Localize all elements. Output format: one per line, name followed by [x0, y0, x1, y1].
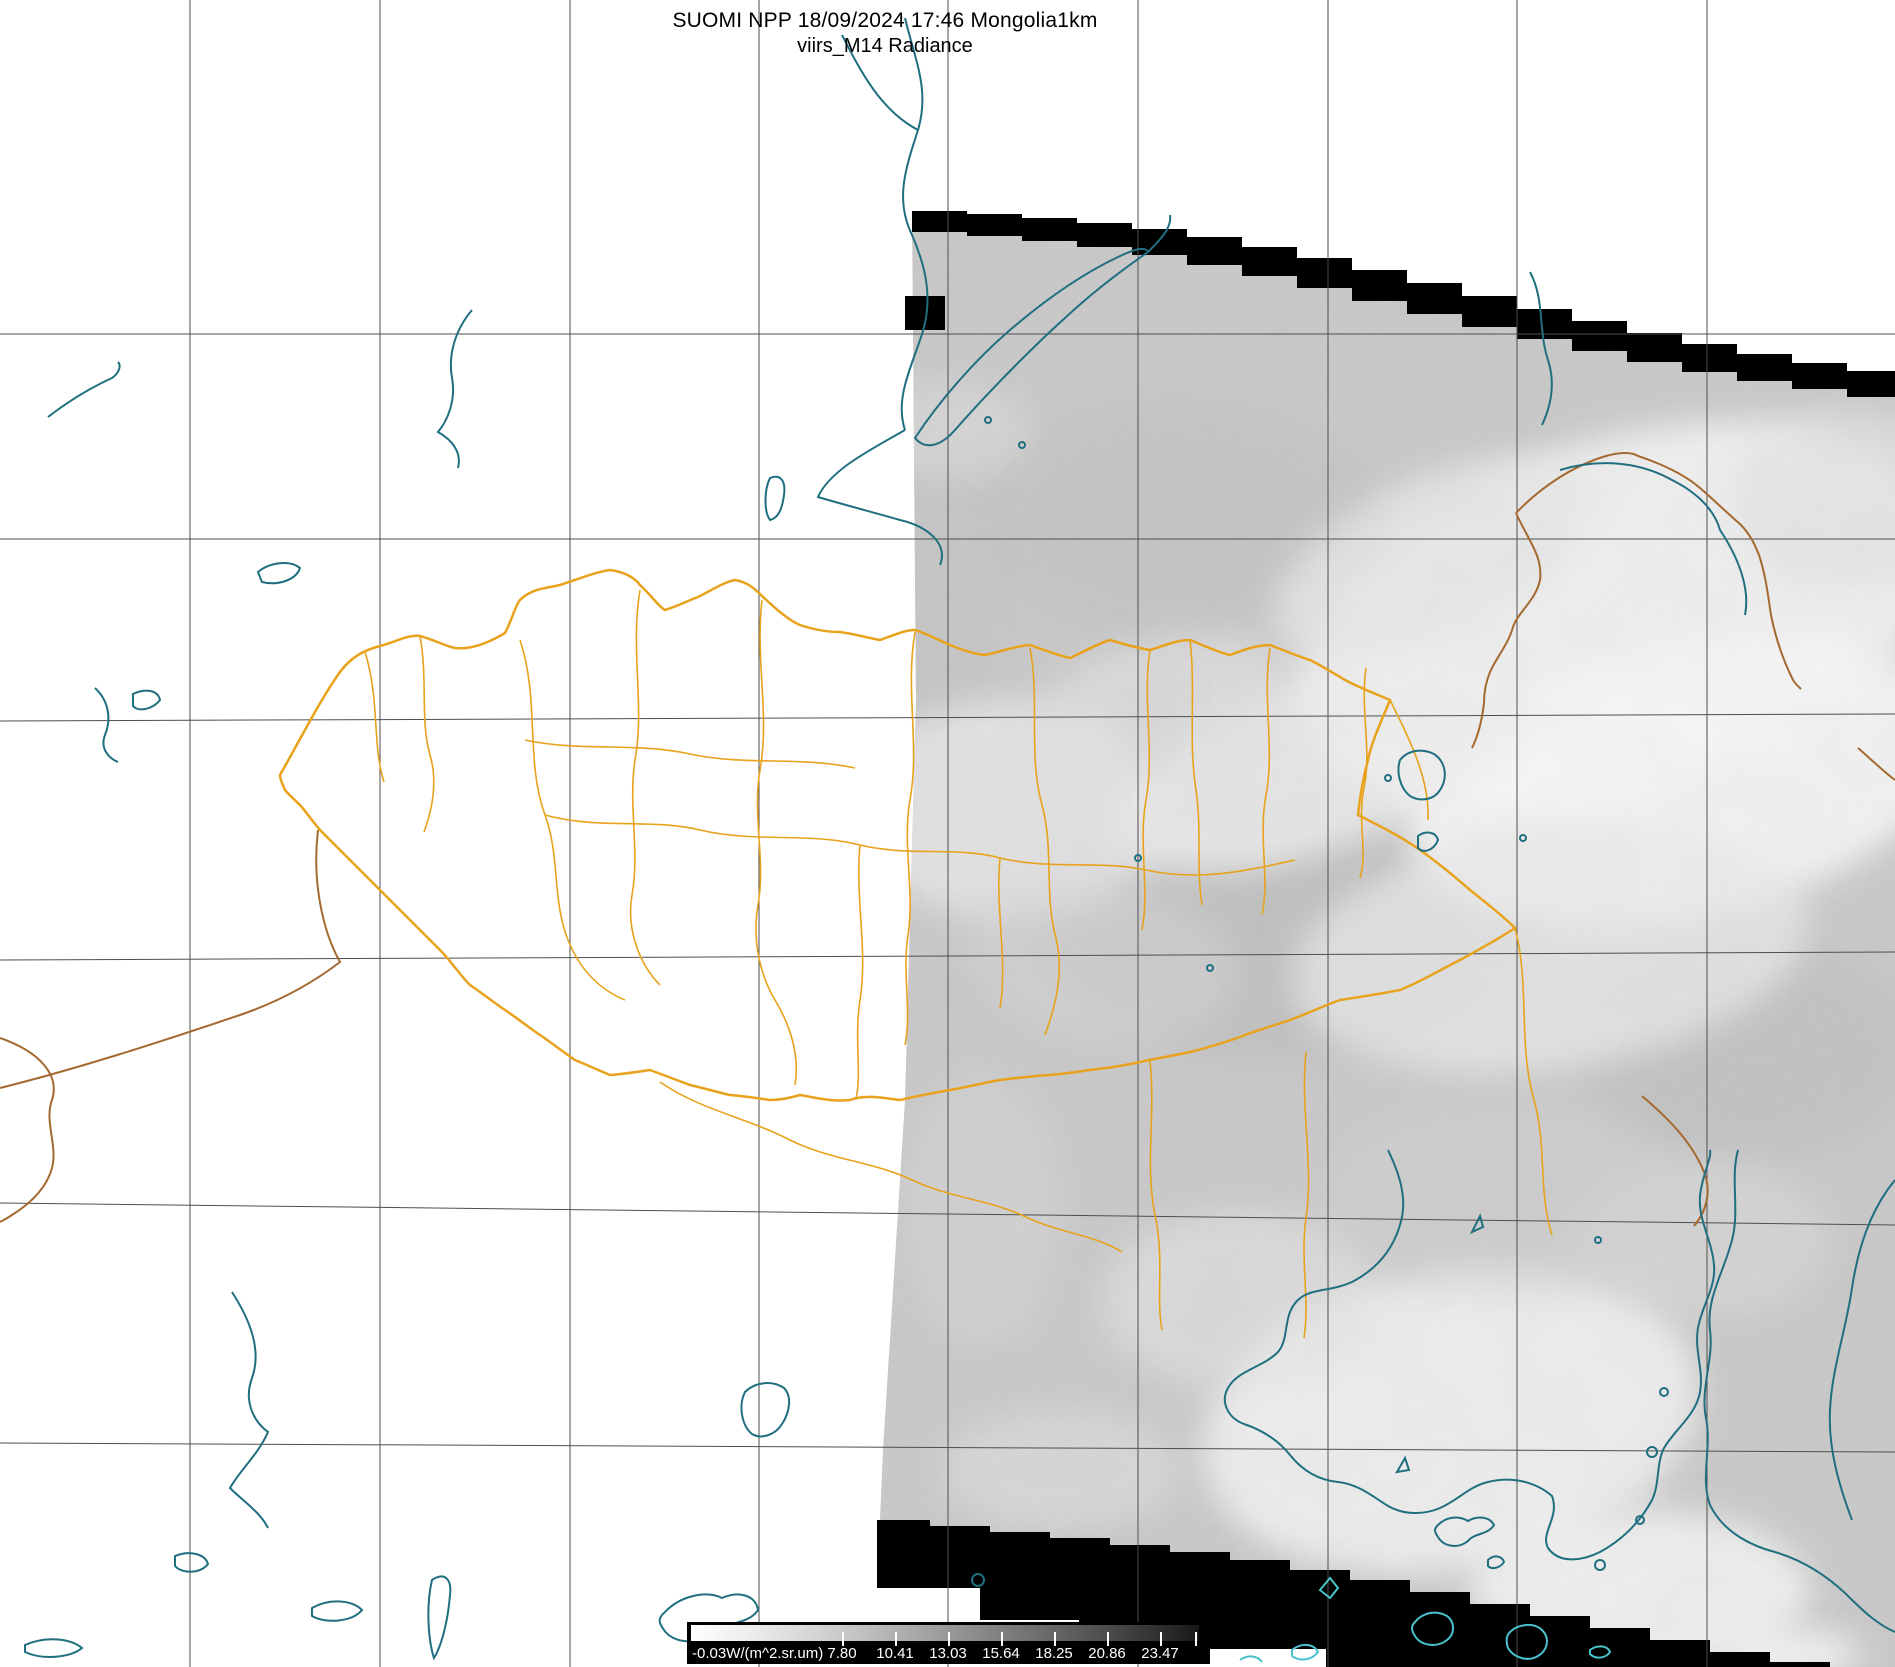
colorbar-tick-label: 7.80: [827, 1645, 857, 1662]
colorbar-tick: [1054, 1632, 1056, 1646]
colorbar-tick: [895, 1632, 897, 1646]
colorbar-unit-label: -0.03W/(m^2.sr.um): [692, 1645, 824, 1662]
colorbar-tick-label: 18.25: [1035, 1645, 1073, 1662]
colorbar-tick-label: 20.86: [1088, 1645, 1126, 1662]
title-line-2: viirs_M14 Radiance: [797, 35, 973, 57]
colorbar: -0.03W/(m^2.sr.um) 7.80 10.41 13.03 15.6…: [687, 1622, 1210, 1664]
satellite-swath: [877, 211, 1895, 1667]
colorbar-tick-label: 13.03: [929, 1645, 967, 1662]
province-boundaries: [278, 568, 1553, 1339]
country-borders: [0, 452, 1895, 1227]
colorbar-gradient: [691, 1625, 1199, 1641]
colorbar-tick: [842, 1632, 844, 1646]
colorbar-tick-label: 10.41: [876, 1645, 914, 1662]
colorbar-tick: [1160, 1632, 1162, 1646]
colorbar-tick-label: 15.64: [982, 1645, 1020, 1662]
colorbar-tick-label: 23.47: [1141, 1645, 1179, 1662]
water-features-bright: [1239, 1576, 1612, 1663]
image-title: SUOMI NPP 18/09/2024 17:46 Mongolia1km v…: [0, 8, 1770, 58]
colorbar-tick: [1195, 1632, 1197, 1646]
colorbar-tick: [1001, 1632, 1003, 1646]
colorbar-tick: [1107, 1632, 1109, 1646]
title-line-1: SUOMI NPP 18/09/2024 17:46 Mongolia1km: [672, 9, 1098, 32]
colorbar-tick: [948, 1632, 950, 1646]
water-features: [24, 17, 1895, 1662]
